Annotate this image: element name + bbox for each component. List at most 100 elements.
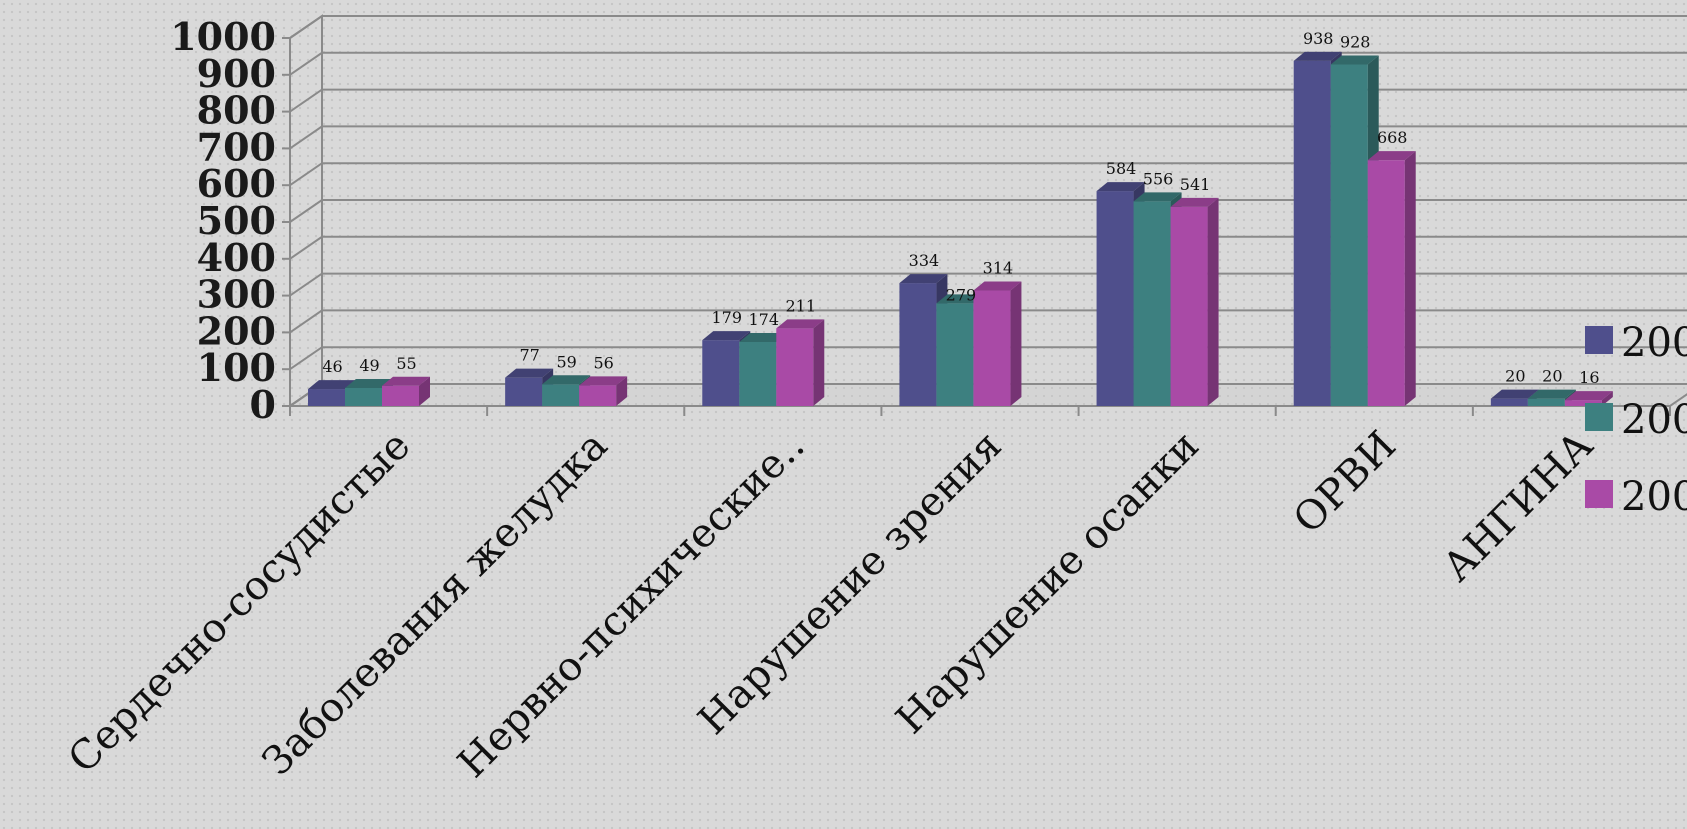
- data-label: 928: [1340, 32, 1371, 51]
- data-label: 314: [983, 258, 1014, 277]
- bar-side: [1207, 197, 1219, 406]
- category-label: АНГИНА: [1434, 423, 1602, 591]
- legend-label: 2005: [1621, 320, 1687, 366]
- category-label: Сердечно-сосудистые: [60, 423, 420, 783]
- bar-top: [1490, 389, 1539, 399]
- bar-top: [579, 376, 628, 386]
- bar: [936, 303, 974, 406]
- data-label: 668: [1377, 128, 1408, 147]
- bar-top: [542, 375, 591, 385]
- legend-swatch: [1585, 326, 1613, 354]
- bar: [899, 283, 937, 406]
- bar-top: [739, 332, 788, 342]
- bar: [1096, 191, 1134, 406]
- gridline: [289, 272, 1687, 297]
- y-tick-label: 0: [250, 382, 276, 427]
- legend-swatch: [1585, 403, 1613, 431]
- data-label: 20: [1505, 367, 1525, 386]
- bar: [973, 290, 1011, 406]
- bar: [776, 328, 814, 406]
- bar-side: [1010, 281, 1022, 406]
- y-tick-label: 700: [197, 124, 276, 169]
- y-tick-label: 1000: [170, 14, 276, 59]
- data-label: 16: [1579, 368, 1599, 387]
- y-tick-label: 600: [197, 161, 276, 206]
- bar-top: [382, 376, 430, 386]
- legend-swatch: [1585, 480, 1613, 508]
- gridline: [289, 199, 1687, 223]
- bar-side: [1404, 151, 1416, 406]
- data-label: 556: [1143, 169, 1174, 188]
- legend-label: 2007: [1621, 474, 1687, 520]
- bar: [1564, 400, 1602, 406]
- bar-top: [1096, 182, 1145, 192]
- bar-top: [1330, 55, 1379, 65]
- gridline: [289, 162, 1687, 187]
- bar-top: [1527, 389, 1576, 399]
- legend-label: 2006: [1621, 397, 1687, 443]
- gridline: [289, 88, 1687, 113]
- bar: [382, 385, 419, 406]
- data-label: 584: [1106, 159, 1137, 178]
- bar-top: [345, 378, 393, 388]
- data-label: 56: [593, 353, 613, 372]
- legend: 2005 2006 2007: [1585, 320, 1687, 520]
- y-tick-label: 300: [197, 272, 276, 317]
- data-label: 77: [519, 346, 539, 365]
- gridline: [289, 346, 1687, 371]
- data-label: 541: [1180, 175, 1211, 194]
- category-label: Нервно-психические..: [449, 423, 813, 787]
- bar: [739, 341, 777, 406]
- gridline: [289, 15, 1687, 39]
- bar-top: [702, 331, 751, 341]
- data-label: 55: [396, 354, 416, 373]
- bar-side: [813, 319, 825, 406]
- bar-top: [505, 368, 554, 378]
- y-tick-label: 200: [197, 308, 276, 353]
- gridline: [289, 309, 1687, 334]
- bar: [345, 387, 382, 406]
- bar-side: [419, 376, 430, 406]
- bar: [702, 340, 740, 406]
- data-label: 179: [712, 308, 743, 327]
- bar-top: [1293, 51, 1342, 61]
- bar-side: [616, 376, 628, 406]
- bar-top: [899, 274, 948, 284]
- bar: [308, 389, 345, 406]
- bar-top: [1133, 192, 1182, 202]
- bar: [1490, 398, 1528, 406]
- data-label: 20: [1542, 367, 1562, 386]
- bar: [1527, 398, 1565, 406]
- data-label: 174: [749, 310, 780, 329]
- data-label: 59: [556, 352, 576, 371]
- bar: [1293, 60, 1331, 406]
- category-label: ОРВИ: [1285, 423, 1405, 543]
- y-tick-label: 100: [197, 345, 276, 390]
- gridline: [289, 235, 1687, 260]
- gridline: [289, 125, 1687, 150]
- bar: [1367, 160, 1405, 406]
- bar: [1330, 64, 1368, 406]
- bar-top: [973, 281, 1022, 291]
- bars-layer: [308, 51, 1613, 406]
- bar: [505, 377, 543, 406]
- data-label: 279: [946, 285, 977, 304]
- y-tick-label: 400: [197, 235, 276, 280]
- bar-top: [936, 294, 985, 304]
- category-label: Заболевания желудка: [254, 423, 616, 785]
- bar-top: [1170, 197, 1219, 207]
- bar-top: [308, 380, 356, 390]
- data-label: 49: [359, 356, 379, 375]
- bar: [542, 384, 580, 406]
- data-label: 938: [1303, 29, 1334, 48]
- data-label: 46: [322, 357, 342, 376]
- bar-top: [1564, 391, 1613, 401]
- data-label: 211: [786, 296, 817, 315]
- y-tick-label: 500: [197, 198, 276, 243]
- bar: [1170, 206, 1208, 406]
- bar-side: [1601, 391, 1613, 406]
- bar: [1133, 201, 1171, 406]
- gridline: [289, 51, 1687, 76]
- y-tick-label: 800: [197, 88, 276, 133]
